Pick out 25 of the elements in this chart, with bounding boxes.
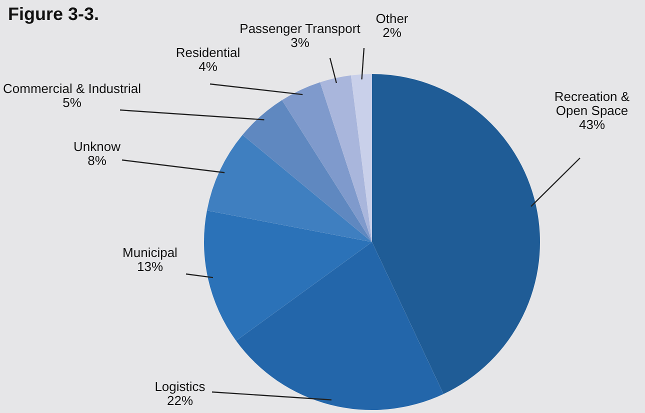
data-label: 3% — [290, 35, 310, 50]
data-label: 4% — [198, 59, 218, 74]
slice-label: Municipal — [122, 245, 178, 260]
slice-label: Unknow — [74, 139, 122, 154]
slice-label: Residential — [176, 45, 240, 60]
data-label: 8% — [88, 153, 107, 168]
pie-slice — [372, 74, 540, 394]
chart-title: Figure 3-3. — [8, 4, 100, 24]
pie-slice — [204, 210, 372, 341]
pie-slice — [350, 74, 372, 242]
slice-label: Commercial & Industrial — [3, 81, 142, 96]
data-label: 22% — [166, 393, 194, 408]
slice-label: Recreation & Open Space — [554, 89, 630, 118]
data-label: 5% — [62, 95, 82, 110]
data-label: 2% — [382, 25, 402, 40]
pie-slice — [320, 75, 372, 242]
slice-label: Passenger Transport — [240, 21, 361, 36]
pie-slice — [236, 242, 444, 410]
slice-label: Logistics — [154, 379, 206, 394]
pie-slice — [282, 82, 372, 242]
pie-slice — [206, 134, 372, 242]
data-label: 13% — [136, 259, 164, 274]
data-label: 43% — [578, 117, 606, 132]
slice-label: Other — [376, 11, 409, 26]
pie-slice — [242, 100, 372, 242]
